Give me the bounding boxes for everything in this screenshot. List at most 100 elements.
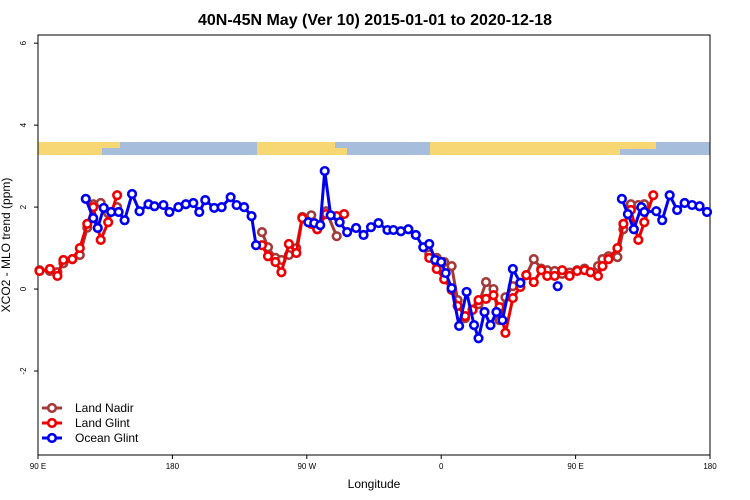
data-point (315, 220, 326, 231)
data-point (216, 201, 227, 213)
x-axis-label: Longitude (348, 477, 401, 491)
data-point (446, 283, 457, 294)
data-point (52, 270, 63, 282)
data-point (256, 226, 268, 238)
land-strip (257, 142, 335, 155)
data-point (44, 263, 56, 275)
data-point (468, 320, 480, 331)
data-point (480, 276, 492, 288)
data-point (276, 267, 287, 278)
data-point (119, 215, 130, 226)
y-axis-label: XCO2 - MLO trend (ppm) (0, 178, 13, 313)
data-point (616, 193, 627, 205)
data-point (365, 222, 377, 233)
data-point (250, 240, 262, 251)
data-point (283, 238, 294, 250)
data-point (113, 206, 124, 218)
data-point (319, 165, 330, 177)
data-point (436, 256, 447, 268)
data-point (350, 222, 362, 234)
data-point (628, 224, 639, 235)
data-point (500, 327, 511, 338)
data-point (536, 265, 547, 276)
legend-label: Land Nadir (75, 401, 134, 415)
data-point (331, 231, 342, 242)
y-tick-label: 6 (19, 40, 28, 45)
data-point (473, 333, 484, 344)
data-point (603, 254, 614, 265)
y-tick-label: 2 (19, 204, 28, 209)
data-point (549, 270, 560, 282)
data-point (507, 263, 518, 275)
data-point (651, 206, 662, 217)
data-point (164, 206, 175, 218)
data-point (410, 229, 421, 241)
data-point (34, 265, 45, 277)
data-point (521, 270, 532, 281)
data-point (694, 201, 705, 212)
data-point (479, 306, 490, 318)
data-point (403, 224, 414, 235)
data-point (585, 267, 596, 278)
data-point (95, 234, 106, 245)
plot-frame (37, 34, 711, 456)
data-point (200, 195, 211, 206)
data-point (701, 206, 713, 218)
data-point (112, 190, 123, 201)
data-point (325, 210, 336, 221)
data-point (225, 192, 236, 203)
land-ocean-strip (38, 142, 710, 155)
x-tick-label: 90 W (297, 462, 316, 471)
data-point (564, 270, 575, 282)
data-point (262, 251, 274, 262)
x-tick-label: 180 (703, 462, 717, 471)
data-point (291, 247, 302, 259)
data-point (639, 217, 650, 228)
chart-title: 40N-45N May (Ver 10) 2015-01-01 to 2020-… (198, 12, 552, 29)
x-tick-label: 90 E (567, 462, 583, 471)
x-tick-label: 0 (439, 462, 444, 471)
data-point (612, 251, 623, 263)
data-point (480, 293, 492, 304)
data-point (158, 199, 169, 211)
data-point (238, 201, 250, 213)
data-point (334, 217, 345, 228)
data-point (149, 201, 160, 212)
data-point (134, 206, 145, 217)
data-point (74, 242, 85, 254)
data-point (528, 254, 539, 265)
y-tick-label: 4 (19, 122, 28, 127)
land-strip (620, 142, 656, 149)
data-point (446, 261, 457, 272)
data-point (648, 190, 659, 201)
data-point (485, 320, 496, 331)
data-point (515, 277, 526, 289)
data-point (88, 213, 99, 224)
data-point (424, 238, 435, 250)
data-point (672, 204, 683, 216)
data-point (339, 208, 350, 220)
data-point (126, 188, 138, 200)
y-tick-label: 0 (19, 286, 28, 291)
data-point (103, 217, 114, 228)
data-point (270, 256, 281, 268)
x-tick-label: 180 (166, 462, 180, 471)
data-point (491, 306, 502, 318)
data-point (488, 290, 499, 301)
land-strip (430, 142, 620, 155)
legend-marker (46, 432, 58, 444)
data-point (82, 218, 93, 229)
legend-marker (46, 417, 58, 429)
data-point (440, 267, 451, 279)
data-point (461, 286, 472, 298)
data-point (557, 265, 568, 276)
data-point (98, 202, 109, 214)
data-point (552, 281, 563, 292)
data-point (188, 197, 199, 209)
data-point (342, 226, 353, 238)
data-point (67, 254, 78, 265)
data-point (592, 270, 604, 282)
data-point (622, 208, 633, 220)
